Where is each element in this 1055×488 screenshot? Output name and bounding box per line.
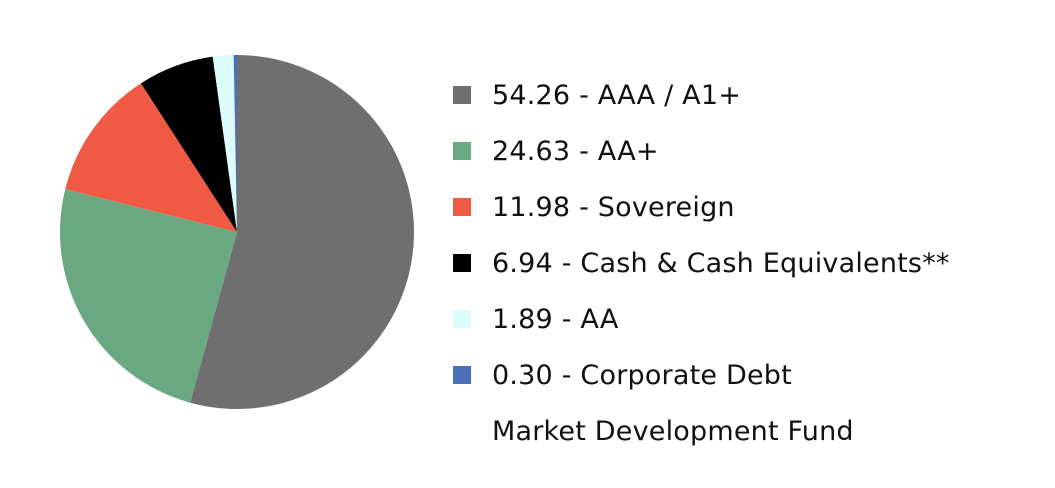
pie-chart [59, 55, 414, 410]
legend: 54.26 - AAA / A1+ 24.63 - AA+ 11.98 - So… [453, 67, 950, 459]
legend-item: 11.98 - Sovereign [453, 179, 950, 235]
pie-slice [65, 83, 237, 232]
legend-label: 6.94 - Cash & Cash Equivalents** [492, 247, 950, 279]
legend-item: 6.94 - Cash & Cash Equivalents** [453, 235, 950, 291]
legend-label: 24.63 - AA+ [492, 135, 659, 167]
legend-swatch [453, 86, 471, 104]
legend-label: 0.30 - Corporate Debt [492, 359, 792, 391]
legend-label: 1.89 - AA [492, 303, 619, 335]
legend-swatch [453, 366, 471, 384]
legend-item-extra: Market Development Fund [453, 403, 950, 459]
pie-slice [59, 189, 237, 403]
legend-swatch [453, 142, 471, 160]
legend-item: 54.26 - AAA / A1+ [453, 67, 950, 123]
legend-item: 24.63 - AA+ [453, 123, 950, 179]
legend-swatch [453, 310, 471, 328]
pie-slice [140, 56, 237, 233]
legend-label: 11.98 - Sovereign [492, 191, 735, 223]
legend-extra-label: Market Development Fund [492, 415, 854, 447]
pie-slice [212, 55, 237, 232]
pie-slice [190, 55, 414, 410]
legend-swatch [453, 198, 471, 216]
legend-item: 0.30 - Corporate Debt [453, 347, 950, 403]
pie-slice [233, 55, 237, 232]
legend-label: 54.26 - AAA / A1+ [492, 79, 742, 111]
legend-item: 1.89 - AA [453, 291, 950, 347]
legend-swatch [453, 254, 471, 272]
